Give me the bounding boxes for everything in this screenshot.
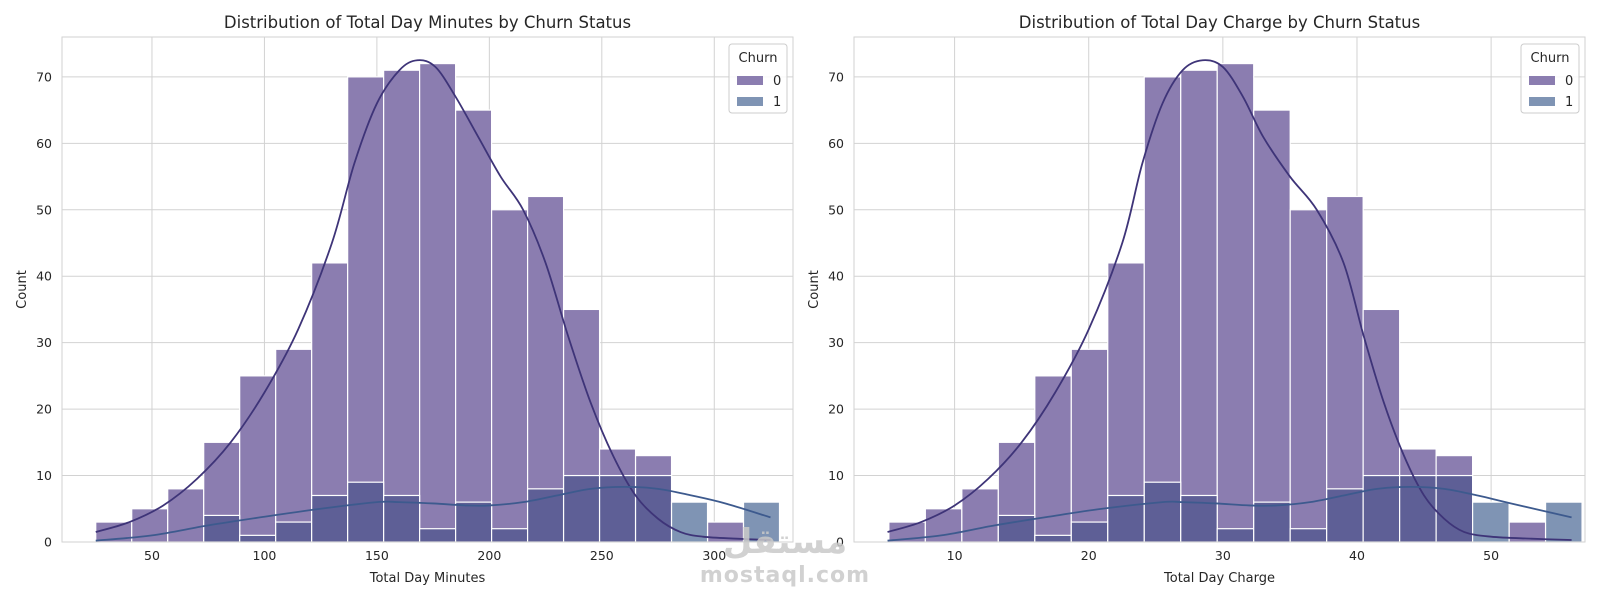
y-tick-label: 0	[44, 535, 52, 550]
bar-churn-1	[1143, 481, 1182, 543]
bar-churn-1	[526, 488, 565, 543]
bar-churn-1	[1435, 474, 1474, 543]
bar-churn-1	[1289, 528, 1328, 543]
legend-label-churn-0: 0	[1565, 74, 1573, 89]
y-tick-label: 60	[828, 136, 844, 151]
y-tick-label: 10	[36, 468, 52, 483]
kde-line-churn-1	[887, 485, 1572, 542]
bar-churn-1	[1034, 534, 1072, 543]
bar-churn-1	[275, 521, 313, 543]
legend: Churn 0 1	[728, 43, 788, 114]
x-tick-label: 40	[1349, 548, 1365, 563]
kde-line-churn-0	[95, 59, 771, 541]
bar-churn-0	[167, 488, 205, 543]
legend-label-churn-1: 1	[1565, 95, 1573, 110]
y-tick-label: 20	[36, 402, 52, 417]
bar-churn-1	[383, 494, 421, 543]
x-tick-label: 20	[1081, 548, 1097, 563]
bar-churn-0	[1143, 76, 1182, 543]
y-tick-label: 60	[36, 136, 52, 151]
bar-churn-1	[598, 474, 637, 543]
chart-title: Distribution of Total Day Charge by Chur…	[1019, 13, 1420, 32]
y-axis-label: Count	[807, 270, 822, 309]
watermark-logo-glyph: مستقل	[723, 522, 847, 562]
legend-label-churn-1: 1	[773, 95, 781, 110]
y-tick-label: 50	[828, 202, 844, 217]
bar-churn-0	[961, 488, 999, 543]
axes-frame	[853, 36, 1586, 543]
bar-churn-1	[562, 474, 601, 543]
bar-churn-0	[1216, 62, 1255, 543]
bar-churn-1	[203, 514, 241, 543]
bar-churn-1	[491, 528, 529, 543]
bar-churn-0	[419, 62, 457, 543]
bar-churn-0	[383, 69, 421, 543]
y-tick-label: 40	[36, 269, 52, 284]
bars-churn-1	[203, 474, 781, 543]
bar-churn-0	[1253, 109, 1291, 543]
x-tick-label: 300	[702, 548, 726, 563]
bar-churn-0	[1180, 69, 1218, 543]
axes-frame	[61, 36, 794, 543]
bar-churn-1	[347, 481, 385, 543]
y-tick-label: 70	[36, 69, 52, 84]
x-axis-label: Total Day Minutes	[369, 571, 486, 586]
legend-title: Churn	[739, 51, 778, 66]
bar-churn-1	[311, 494, 349, 543]
bar-churn-1	[1253, 501, 1291, 543]
bar-churn-1	[1326, 488, 1364, 543]
bar-churn-1	[1107, 494, 1145, 543]
x-tick-label: 200	[477, 548, 501, 563]
x-tick-label: 150	[365, 548, 389, 563]
bar-churn-1	[1544, 501, 1583, 543]
legend: Churn 0 1	[1520, 43, 1580, 114]
bar-churn-1	[455, 501, 493, 543]
bar-churn-1	[239, 534, 277, 543]
x-tick-label: 100	[253, 548, 277, 563]
bars-churn-1	[997, 474, 1583, 543]
watermark: مستقل mostaql.com	[700, 522, 870, 588]
kde-line-churn-1	[95, 485, 771, 542]
chart-panel-minutes: 50 100 150 200 250 300010203040506070Distribu…	[15, 13, 794, 586]
bar-churn-1	[1070, 521, 1109, 543]
y-tick-label: 50	[36, 202, 52, 217]
x-tick-label: 50	[1483, 548, 1499, 563]
bar-churn-1	[1216, 528, 1255, 543]
bar-churn-0	[1034, 375, 1072, 543]
bar-churn-0	[491, 209, 529, 543]
bar-churn-1	[1362, 474, 1401, 543]
legend-swatch-churn-0	[737, 76, 763, 85]
y-tick-label: 30	[36, 335, 52, 350]
y-tick-label: 70	[828, 69, 844, 84]
x-tick-label: 50	[144, 548, 160, 563]
y-tick-label: 10	[828, 468, 844, 483]
legend-label-churn-0: 0	[773, 74, 781, 89]
x-tick-label: 30	[1215, 548, 1231, 563]
watermark-text: mostaql.com	[700, 563, 870, 588]
y-tick-label: 20	[828, 402, 844, 417]
bar-churn-0	[347, 76, 385, 543]
kde-line-churn-0	[887, 59, 1572, 541]
x-tick-label: 250	[590, 548, 614, 563]
legend-title: Churn	[1531, 51, 1570, 66]
bar-churn-0	[1289, 209, 1328, 543]
bar-churn-1	[419, 528, 457, 543]
bar-churn-0	[526, 195, 565, 543]
chart-title: Distribution of Total Day Minutes by Chu…	[224, 13, 631, 32]
bar-churn-1	[634, 474, 673, 543]
legend-swatch-churn-1	[1529, 97, 1555, 106]
legend-swatch-churn-1	[737, 97, 763, 106]
x-axis-label: Total Day Charge	[1163, 571, 1275, 586]
x-tick-label: 10	[947, 548, 963, 563]
bar-churn-0	[455, 109, 493, 543]
bars-churn-0	[888, 62, 1547, 543]
legend-swatch-churn-0	[1529, 76, 1555, 85]
y-tick-label: 0	[836, 535, 844, 550]
y-tick-label: 30	[828, 335, 844, 350]
y-axis-label: Count	[15, 270, 30, 309]
y-tick-label: 40	[828, 269, 844, 284]
